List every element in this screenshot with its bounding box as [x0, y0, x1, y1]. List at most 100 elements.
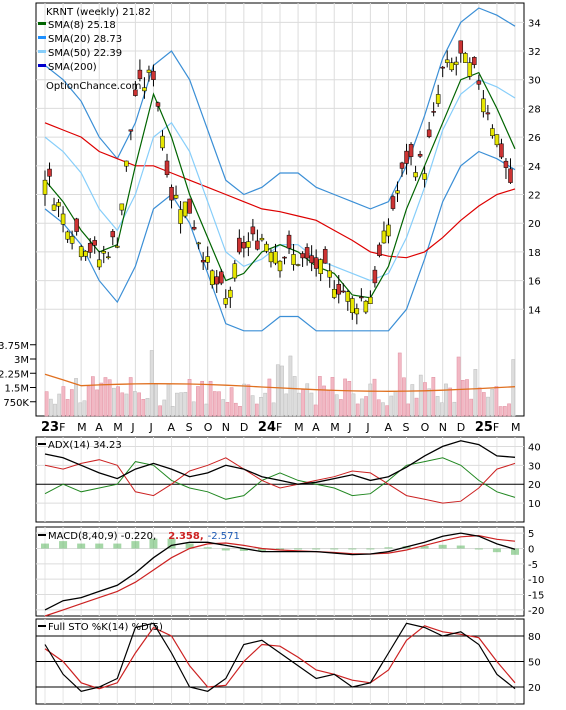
candle-body — [313, 257, 319, 269]
volume-bar — [170, 406, 175, 417]
adx-tick-label: 40 — [528, 442, 541, 453]
candle-body — [65, 231, 70, 240]
volume-bar — [473, 369, 478, 417]
volume-bar — [368, 383, 373, 417]
indicator-series — [41, 440, 519, 692]
x-axis-label: M — [511, 421, 521, 434]
macd-histogram-bar — [203, 547, 212, 549]
candle-body — [137, 69, 143, 79]
legend-sma200: SMA(200) — [48, 62, 97, 73]
volume-bar — [154, 383, 158, 417]
candle-body — [51, 204, 57, 211]
bollinger-upper-line — [44, 7, 516, 210]
candle-body — [74, 218, 79, 232]
price-tick-label: 18 — [528, 248, 541, 259]
candle-body — [187, 198, 192, 214]
candle-body — [151, 70, 156, 80]
volume-bars — [44, 350, 516, 417]
volume-bar — [233, 402, 238, 417]
volume-bar — [296, 392, 301, 417]
candle-body — [182, 201, 188, 217]
candle-body — [449, 62, 454, 71]
macd-histogram-bar — [77, 543, 86, 549]
volume-bar — [44, 391, 49, 417]
x-axis-label: M — [294, 421, 304, 434]
volume-bar — [112, 387, 116, 417]
volume-bar — [107, 379, 112, 417]
candle-body — [431, 111, 436, 113]
candle-body — [246, 241, 251, 248]
volume-bar — [322, 385, 326, 417]
volume-bar — [158, 405, 162, 417]
candle-body — [372, 269, 378, 284]
candle-body — [485, 112, 491, 115]
price-tick-label: 22 — [528, 191, 541, 202]
candle-body — [354, 308, 360, 315]
candle-body — [110, 231, 116, 238]
macd-histogram-bar — [41, 543, 49, 549]
volume-bar — [133, 391, 137, 417]
price-tick-label: 30 — [528, 76, 541, 87]
volume-bar — [141, 399, 146, 417]
candle-body — [318, 259, 323, 274]
macd-signal-value: 2.358, — [168, 531, 203, 542]
sto-label-swatch — [38, 625, 46, 627]
volume-bar — [53, 403, 57, 417]
macd-histogram-bar — [239, 548, 248, 551]
legend: KRNT (weekly) 21.82 SMA(8) 25.18 SMA(20)… — [38, 7, 151, 92]
volume-bar — [334, 394, 339, 417]
adx-label-swatch — [38, 443, 46, 445]
sma50-line — [44, 122, 516, 259]
candle-body — [458, 40, 464, 54]
legend-title: KRNT (weekly) 21.82 — [46, 7, 151, 18]
volume-bar — [389, 395, 394, 417]
candle-body — [327, 270, 332, 278]
volume-bar — [347, 381, 352, 417]
candle-body — [78, 246, 84, 258]
legend-swatch-sma200 — [38, 64, 46, 67]
macd-histogram-bar — [312, 548, 321, 550]
grid-lines — [36, 3, 524, 704]
candle-body — [291, 254, 296, 265]
candle-body — [241, 241, 247, 249]
x-axis-label: F — [276, 421, 282, 434]
volume-tick-label: 750K — [3, 398, 29, 409]
sma8-line — [44, 71, 516, 299]
candle-body — [331, 289, 337, 298]
candle-body — [264, 243, 269, 252]
candle-body — [191, 226, 197, 230]
macd-histogram-bar — [185, 543, 194, 549]
candle-body — [228, 289, 233, 298]
macd-line — [44, 532, 516, 611]
candle-body — [463, 53, 468, 63]
candle-body — [164, 160, 170, 175]
volume-bar — [183, 391, 188, 417]
volume-bar — [456, 356, 461, 417]
volume-bar — [225, 402, 230, 417]
volume-bar — [351, 393, 356, 417]
candle-body — [128, 129, 134, 132]
volume-bar — [99, 382, 104, 417]
candle-body — [503, 160, 509, 168]
volume-bar — [229, 387, 234, 417]
volume-bar — [288, 355, 293, 417]
x-axis-label: M — [113, 421, 123, 434]
volume-bar — [95, 389, 99, 417]
volume-bar — [339, 399, 343, 417]
volume-bar — [385, 405, 389, 417]
candle-body — [133, 89, 138, 96]
candle-body — [368, 296, 373, 304]
candle-body — [395, 190, 400, 194]
volume-bar — [179, 392, 183, 417]
volume-bar — [444, 383, 448, 417]
price-tick-label: 26 — [528, 133, 541, 144]
candle-body — [124, 160, 129, 167]
legend-sma8: SMA(8) 25.18 — [48, 20, 116, 31]
volume-bar — [69, 389, 74, 417]
candle-body — [250, 226, 256, 235]
macd-label: MACD(8,40,9) -0.220, 2.358, -2.571 — [48, 531, 240, 542]
candle-body — [60, 213, 66, 225]
candle-body — [205, 256, 210, 263]
volume-bar — [448, 387, 453, 417]
